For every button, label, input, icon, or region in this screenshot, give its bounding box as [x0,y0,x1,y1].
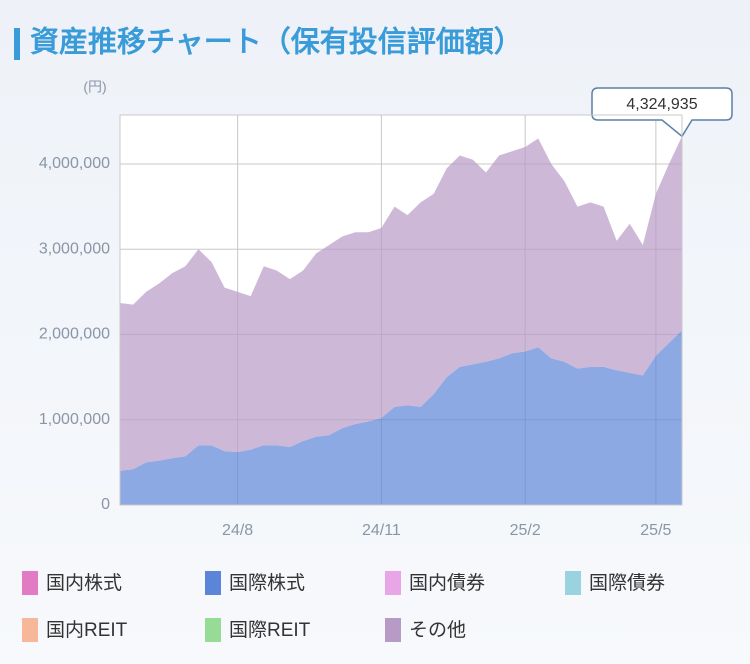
y-unit-label: (円) [83,79,106,95]
y-tick-label: 3,000,000 [39,240,110,257]
legend-swatch [385,571,401,595]
x-tick-label: 25/5 [640,522,671,539]
chart-title: 資産推移チャート（保有投信評価額） [30,25,523,59]
x-tick-label: 25/2 [510,522,541,539]
legend-swatch [22,571,38,595]
legend-swatch [22,618,38,642]
legend-swatch [205,618,221,642]
legend-label: 国内債券 [409,572,485,594]
callout-box [591,87,733,138]
legend-label: 国内REIT [46,619,128,641]
x-tick-label: 24/8 [222,522,253,539]
legend-label: 国内株式 [46,572,122,594]
legend-label: 国際債券 [589,572,665,594]
x-tick-label: 24/11 [362,522,401,539]
legend-label: 国際株式 [229,572,305,594]
area [120,136,682,471]
y-tick-label: 1,000,000 [39,411,110,428]
legend-swatch [205,571,221,595]
callout-label: 4,324,935 [626,96,697,113]
y-tick-label: 4,000,000 [39,155,110,172]
legend-label: その他 [409,619,466,641]
y-tick-label: 0 [101,496,110,513]
y-tick-label: 2,000,000 [39,326,110,343]
legend-label: 国際REIT [229,619,311,641]
plot-frame [119,114,683,506]
legend-swatch [385,618,401,642]
title-marker [14,28,20,60]
legend-swatch [565,571,581,595]
area [120,330,682,505]
